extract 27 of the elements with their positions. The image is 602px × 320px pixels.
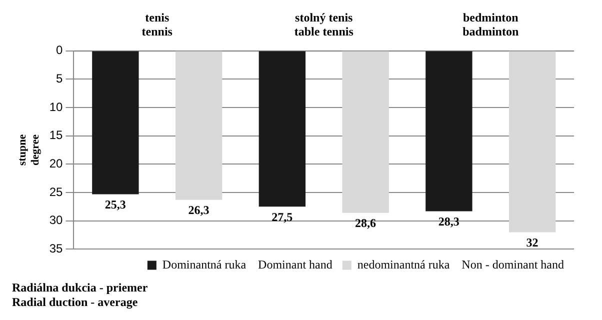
x-tick-label: stolný tenis table tennis [294, 10, 354, 39]
bar [342, 51, 389, 213]
y-tick-label: 0 [56, 43, 64, 58]
bar [258, 51, 306, 207]
data-label: 25,3 [104, 197, 126, 212]
x-tick-label: bedminton badminton [462, 10, 519, 39]
y-tick-label: 35 [49, 242, 64, 256]
x-tick-label: tenis tennis [142, 10, 173, 39]
bar [175, 51, 222, 200]
y-axis-title: stupne degree [16, 134, 42, 166]
data-label: 28,6 [355, 216, 376, 230]
bar [508, 51, 556, 232]
bar [92, 51, 139, 194]
y-tick-label: 15 [49, 128, 64, 142]
data-label: 28,3 [438, 214, 460, 228]
y-tick-label: 30 [49, 213, 64, 228]
legend-label: nedominantná ruka Non - dominant hand [357, 257, 564, 272]
y-tick-label: 20 [49, 156, 64, 170]
bar [426, 51, 472, 212]
text: Radiálna dukcia - priemer Radial duction - average [12, 280, 148, 309]
y-tick-label: 5 [56, 71, 64, 86]
data-label: 26,3 [188, 202, 210, 217]
data-label: 32 [526, 235, 538, 250]
y-tick-label: 10 [49, 100, 64, 114]
legend-label: Dominantná ruka Dominant hand [162, 257, 332, 272]
data-label: 27,5 [272, 210, 293, 224]
y-tick-label: 25 [49, 184, 64, 199]
